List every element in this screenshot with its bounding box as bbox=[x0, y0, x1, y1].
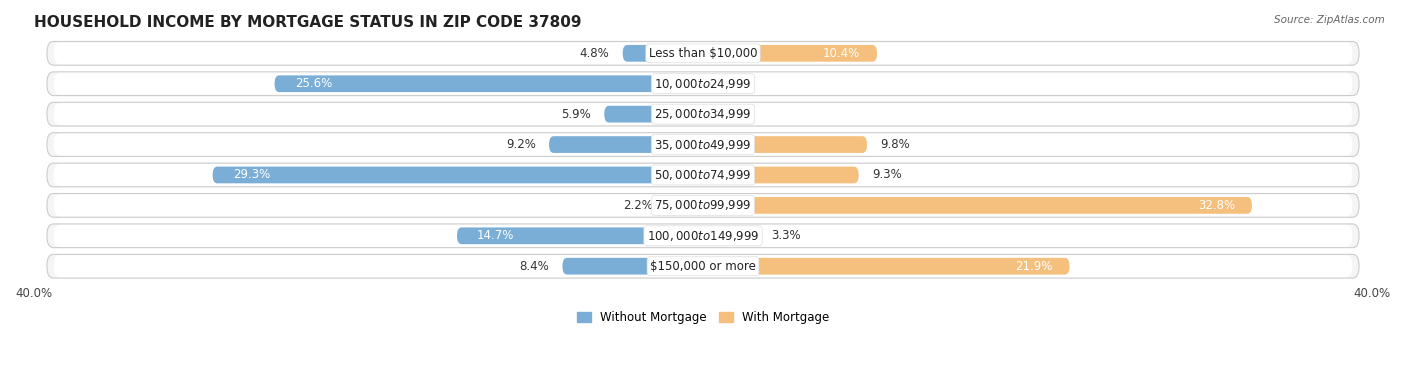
FancyBboxPatch shape bbox=[53, 103, 1353, 125]
Text: Source: ZipAtlas.com: Source: ZipAtlas.com bbox=[1274, 15, 1385, 25]
FancyBboxPatch shape bbox=[53, 255, 1353, 277]
FancyBboxPatch shape bbox=[703, 227, 758, 244]
FancyBboxPatch shape bbox=[46, 133, 1360, 156]
Text: 21.9%: 21.9% bbox=[1015, 260, 1053, 273]
Text: 14.7%: 14.7% bbox=[477, 229, 515, 242]
Text: 5.9%: 5.9% bbox=[561, 108, 591, 121]
FancyBboxPatch shape bbox=[46, 163, 1360, 187]
FancyBboxPatch shape bbox=[46, 193, 1360, 217]
FancyBboxPatch shape bbox=[703, 167, 859, 183]
Text: $75,000 to $99,999: $75,000 to $99,999 bbox=[654, 198, 752, 212]
Text: 10.4%: 10.4% bbox=[823, 47, 860, 60]
Text: 3.3%: 3.3% bbox=[772, 229, 801, 242]
FancyBboxPatch shape bbox=[605, 106, 703, 123]
FancyBboxPatch shape bbox=[703, 197, 1251, 214]
FancyBboxPatch shape bbox=[46, 224, 1360, 248]
FancyBboxPatch shape bbox=[53, 73, 1353, 95]
FancyBboxPatch shape bbox=[666, 197, 703, 214]
Legend: Without Mortgage, With Mortgage: Without Mortgage, With Mortgage bbox=[572, 307, 834, 329]
Text: 2.2%: 2.2% bbox=[623, 199, 652, 212]
Text: $150,000 or more: $150,000 or more bbox=[650, 260, 756, 273]
Text: HOUSEHOLD INCOME BY MORTGAGE STATUS IN ZIP CODE 37809: HOUSEHOLD INCOME BY MORTGAGE STATUS IN Z… bbox=[34, 15, 581, 30]
FancyBboxPatch shape bbox=[562, 258, 703, 274]
Text: 29.3%: 29.3% bbox=[233, 169, 270, 181]
Text: 0.0%: 0.0% bbox=[717, 108, 747, 121]
Text: $25,000 to $34,999: $25,000 to $34,999 bbox=[654, 107, 752, 121]
FancyBboxPatch shape bbox=[53, 195, 1353, 216]
FancyBboxPatch shape bbox=[212, 167, 703, 183]
FancyBboxPatch shape bbox=[703, 45, 877, 62]
Text: 0.0%: 0.0% bbox=[717, 77, 747, 90]
Text: 9.8%: 9.8% bbox=[880, 138, 910, 151]
FancyBboxPatch shape bbox=[46, 254, 1360, 278]
Text: Less than $10,000: Less than $10,000 bbox=[648, 47, 758, 60]
FancyBboxPatch shape bbox=[46, 72, 1360, 96]
Text: 9.3%: 9.3% bbox=[872, 169, 901, 181]
FancyBboxPatch shape bbox=[703, 258, 1070, 274]
Text: 8.4%: 8.4% bbox=[519, 260, 548, 273]
FancyBboxPatch shape bbox=[703, 136, 868, 153]
Text: 32.8%: 32.8% bbox=[1198, 199, 1236, 212]
FancyBboxPatch shape bbox=[548, 136, 703, 153]
FancyBboxPatch shape bbox=[46, 41, 1360, 65]
Text: $10,000 to $24,999: $10,000 to $24,999 bbox=[654, 77, 752, 91]
Text: 9.2%: 9.2% bbox=[506, 138, 536, 151]
FancyBboxPatch shape bbox=[53, 133, 1353, 155]
FancyBboxPatch shape bbox=[53, 164, 1353, 186]
Text: 25.6%: 25.6% bbox=[295, 77, 332, 90]
FancyBboxPatch shape bbox=[457, 227, 703, 244]
FancyBboxPatch shape bbox=[274, 75, 703, 92]
FancyBboxPatch shape bbox=[46, 102, 1360, 126]
FancyBboxPatch shape bbox=[623, 45, 703, 62]
Text: 4.8%: 4.8% bbox=[579, 47, 609, 60]
FancyBboxPatch shape bbox=[53, 42, 1353, 64]
Text: $100,000 to $149,999: $100,000 to $149,999 bbox=[647, 229, 759, 243]
Text: $35,000 to $49,999: $35,000 to $49,999 bbox=[654, 138, 752, 152]
Text: $50,000 to $74,999: $50,000 to $74,999 bbox=[654, 168, 752, 182]
FancyBboxPatch shape bbox=[53, 225, 1353, 247]
